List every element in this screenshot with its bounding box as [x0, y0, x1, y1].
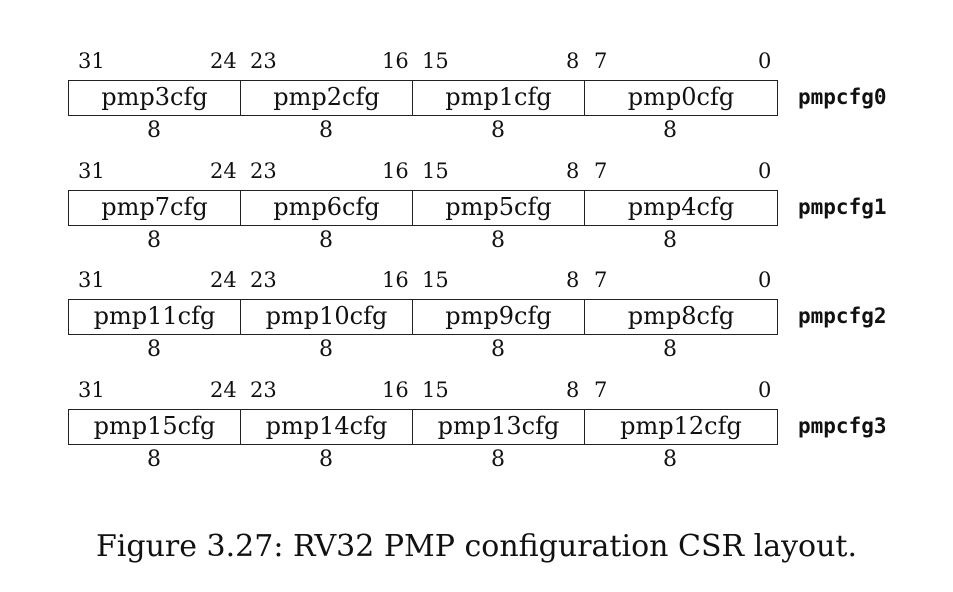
bit-number-high: 23 — [250, 268, 277, 292]
field-width: 8 — [147, 337, 161, 362]
field-width: 8 — [663, 228, 677, 253]
field-pmp7cfg: pmp7cfg — [69, 191, 241, 225]
field-pmp0cfg: pmp0cfg — [627, 83, 735, 111]
field-pmp14cfg: pmp14cfg — [241, 410, 413, 444]
csr-name: pmpcfg0 — [798, 85, 887, 109]
bit-number-low: 0 — [758, 49, 772, 73]
field-width: 8 — [491, 337, 505, 362]
field-pmp8cfg: pmp8cfg — [627, 302, 735, 330]
field-widths: 8 8 8 8 — [68, 118, 778, 144]
field-width: 8 — [319, 447, 333, 472]
bit-number-high: 31 — [78, 49, 105, 73]
bit-number-low: 16 — [382, 49, 409, 73]
csr-name: pmpcfg3 — [798, 414, 887, 438]
bit-number-high: 23 — [250, 159, 277, 183]
field-pmp12cfg: pmp12cfg — [620, 412, 742, 440]
field-width: 8 — [319, 118, 333, 143]
field-widths: 8 8 8 8 — [68, 337, 778, 363]
register-fields: pmp15cfg pmp14cfg pmp13cfg pmp12cfg — [68, 409, 778, 445]
field-width: 8 — [491, 228, 505, 253]
field-pmp4cfg: pmp4cfg — [627, 193, 735, 221]
register-fields: pmp3cfg pmp2cfg pmp1cfg pmp0cfg — [68, 80, 778, 116]
bit-number-low: 8 — [566, 49, 580, 73]
bit-number-high: 15 — [422, 378, 449, 402]
register-pmpcfg1: 31 24 23 16 15 8 7 0 pmp7cfg pmp6cfg pmp5cfg pmp4cf… — [0, 158, 953, 268]
bit-number-high: 15 — [422, 159, 449, 183]
bit-number-low: 24 — [210, 49, 237, 73]
bit-number-low: 24 — [210, 159, 237, 183]
register-pmpcfg0: 31 24 23 16 15 8 7 0 pmp3cfg pmp2cfg pmp1cfg pmp0cf… — [0, 48, 953, 158]
field-pmp6cfg: pmp6cfg — [241, 191, 413, 225]
bit-number-low: 8 — [566, 378, 580, 402]
bit-number-low: 16 — [382, 378, 409, 402]
csr-name: pmpcfg1 — [798, 195, 887, 219]
field-width: 8 — [319, 337, 333, 362]
bit-labels: 31 24 23 16 15 8 7 0 — [68, 377, 778, 403]
field-pmp5cfg: pmp5cfg — [413, 191, 585, 225]
bit-number-high: 7 — [594, 49, 608, 73]
register-fields: pmp11cfg pmp10cfg pmp9cfg pmp8cfg — [68, 299, 778, 335]
field-pmp1cfg: pmp1cfg — [413, 81, 585, 115]
field-pmp13cfg: pmp13cfg — [413, 410, 585, 444]
field-widths: 8 8 8 8 — [68, 228, 778, 254]
field-width: 8 — [147, 447, 161, 472]
register-pmpcfg2: 31 24 23 16 15 8 7 0 pmp11cfg pmp10cfg pmp9cfg pmp8… — [0, 267, 953, 377]
bit-number-high: 31 — [78, 268, 105, 292]
field-width: 8 — [663, 337, 677, 362]
csr-name: pmpcfg2 — [798, 304, 887, 328]
field-pmp9cfg: pmp9cfg — [413, 300, 585, 334]
field-width: 8 — [663, 447, 677, 472]
field-width: 8 — [491, 447, 505, 472]
bit-number-high: 23 — [250, 49, 277, 73]
register-fields: pmp7cfg pmp6cfg pmp5cfg pmp4cfg — [68, 190, 778, 226]
bit-labels: 31 24 23 16 15 8 7 0 — [68, 267, 778, 293]
bit-number-high: 15 — [422, 49, 449, 73]
bit-number-high: 31 — [78, 378, 105, 402]
bit-number-low: 24 — [210, 378, 237, 402]
bit-number-low: 8 — [566, 159, 580, 183]
bit-number-high: 7 — [594, 159, 608, 183]
bit-number-high: 23 — [250, 378, 277, 402]
bit-number-low: 8 — [566, 268, 580, 292]
field-pmp11cfg: pmp11cfg — [69, 300, 241, 334]
field-width: 8 — [319, 228, 333, 253]
bit-number-high: 7 — [594, 268, 608, 292]
field-pmp15cfg: pmp15cfg — [69, 410, 241, 444]
bit-number-high: 7 — [594, 378, 608, 402]
bit-number-low: 24 — [210, 268, 237, 292]
register-pmpcfg3: 31 24 23 16 15 8 7 0 pmp15cfg pmp14cfg pmp13cfg pmp… — [0, 377, 953, 487]
field-pmp3cfg: pmp3cfg — [69, 81, 241, 115]
bit-labels: 31 24 23 16 15 8 7 0 — [68, 158, 778, 184]
bit-number-low: 0 — [758, 268, 772, 292]
figure-caption: Figure 3.27: RV32 PMP configuration CSR … — [95, 529, 858, 564]
bit-number-high: 15 — [422, 268, 449, 292]
field-width: 8 — [147, 118, 161, 143]
bit-number-low: 16 — [382, 268, 409, 292]
bit-number-low: 0 — [758, 159, 772, 183]
field-pmp2cfg: pmp2cfg — [241, 81, 413, 115]
bit-number-high: 31 — [78, 159, 105, 183]
field-width: 8 — [663, 118, 677, 143]
field-widths: 8 8 8 8 — [68, 447, 778, 473]
field-width: 8 — [491, 118, 505, 143]
field-pmp10cfg: pmp10cfg — [241, 300, 413, 334]
bit-number-low: 0 — [758, 378, 772, 402]
bit-number-low: 16 — [382, 159, 409, 183]
field-width: 8 — [147, 228, 161, 253]
bit-labels: 31 24 23 16 15 8 7 0 — [68, 48, 778, 74]
